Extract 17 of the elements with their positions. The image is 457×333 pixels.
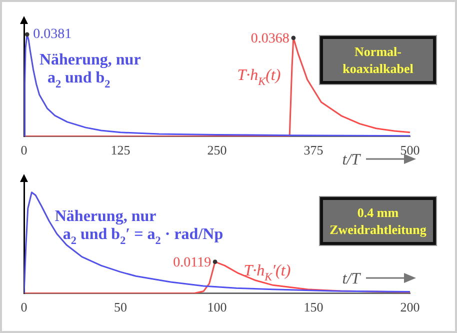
x-tick-label: 50 [114,300,127,315]
data-label: 0.0368 [250,32,290,47]
label-panel: Normal- koaxialkabel [320,36,436,84]
x-tick-label: 0 [20,142,28,158]
x-axis-title: t/T [342,270,362,288]
data-label: 0.0381 [33,27,72,42]
data-label: 0.0119 [173,256,212,271]
x-tick-label: 375 [304,142,324,158]
label-panel: 0.4 mm Zweidrahtleitung [320,197,436,245]
x-tick-label: 200 [400,300,420,315]
x-tick-label: 0 [20,300,28,315]
x-tick-label: 100 [207,300,227,315]
x-tick-label: 250 [207,142,227,158]
x-tick-label: 150 [304,300,324,315]
x-axis-title: t/T [342,151,362,168]
x-tick-label: 500 [400,142,420,158]
x-tick-label: 125 [110,142,130,158]
